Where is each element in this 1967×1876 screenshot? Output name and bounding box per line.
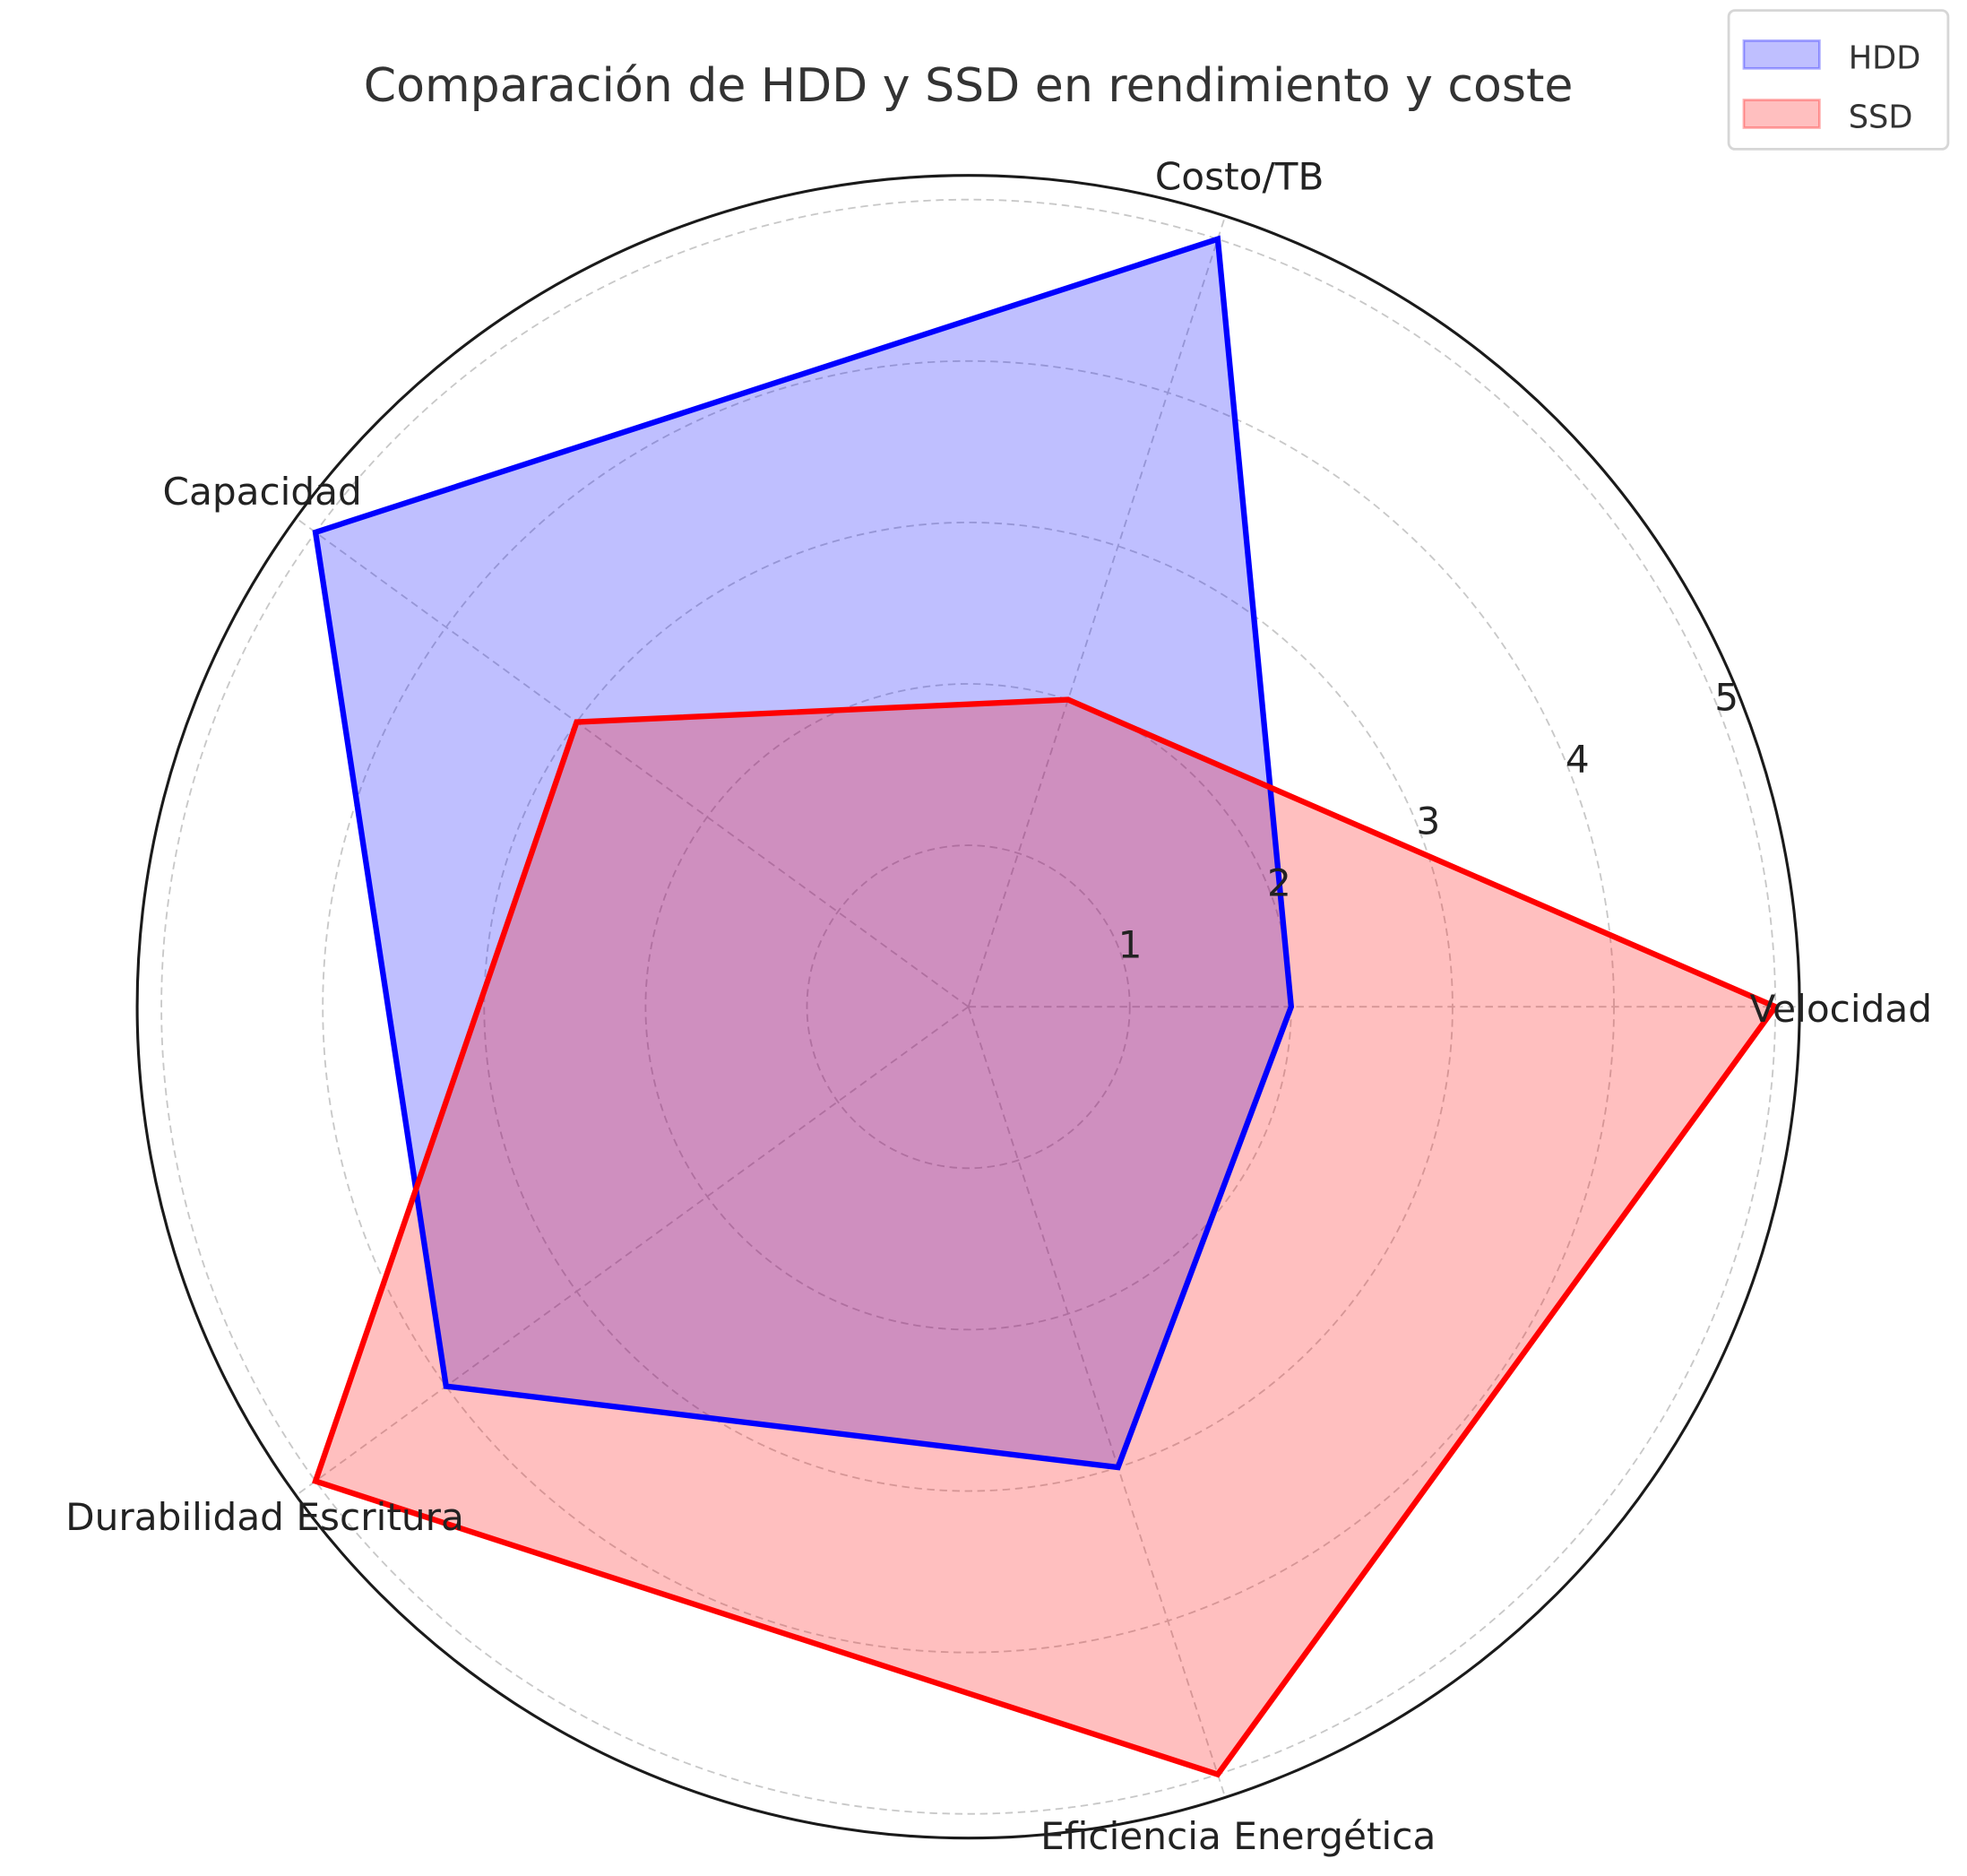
radial-tick-label: 1: [1118, 922, 1143, 966]
axis-labels: 1 2 3 4 5 Velocidad Costo/TB Capacidad Durabilid…: [65, 154, 1932, 1858]
series-line-ssd: [312, 696, 1781, 1778]
series-area-hdd: [315, 238, 1291, 1468]
category-label: Durabilidad Escritura: [65, 1495, 464, 1539]
series-line-hdd: [312, 235, 1295, 1471]
legend-label-hdd: HDD: [1849, 39, 1921, 76]
legend-swatch-hdd: [1742, 39, 1821, 70]
radial-tick-label: 5: [1714, 676, 1738, 720]
legend: HDD SSD: [1727, 9, 1950, 151]
series-area-ssd: [315, 699, 1776, 1775]
radial-tick-label: 2: [1267, 860, 1291, 904]
chart-title: Comparación de HDD y SSD en rendimiento …: [364, 59, 1574, 113]
category-label: Capacidad: [162, 470, 361, 514]
grid-ring: [806, 844, 1131, 1170]
series-layer: [312, 235, 1781, 1778]
legend-swatch-ssd: [1742, 99, 1821, 129]
category-label: Velocidad: [1750, 987, 1932, 1031]
outer-frame: [135, 174, 1801, 1840]
legend-label-ssd: SSD: [1849, 99, 1913, 135]
category-label: Eficiencia Energética: [1040, 1814, 1436, 1858]
grid: [135, 174, 1801, 1840]
radial-tick-label: 4: [1566, 738, 1590, 782]
radial-tick-label: 3: [1416, 799, 1440, 843]
category-label: Costo/TB: [1155, 154, 1324, 198]
